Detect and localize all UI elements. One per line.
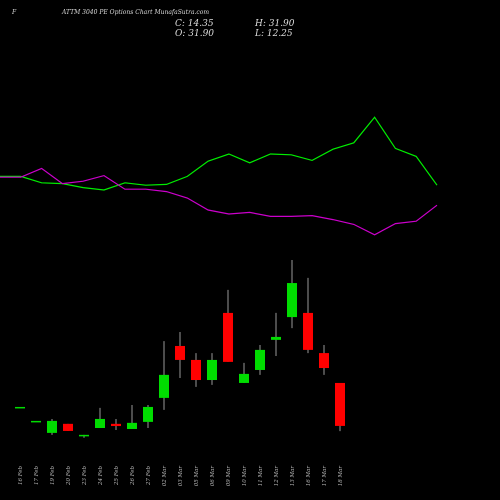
candle-body: [159, 374, 169, 398]
x-tick-label: 17 Mar: [322, 466, 328, 487]
candle-body: [143, 406, 153, 422]
candle-body: [303, 312, 313, 350]
x-tick-label: 13 Mar: [290, 466, 296, 487]
candle-body: [191, 359, 201, 381]
ohlc-close: C: 14.35: [175, 19, 214, 29]
x-tick-label: 25 Feb: [114, 466, 120, 487]
indicator-line: [0, 116, 438, 191]
x-tick-label: 06 Mar: [210, 466, 216, 487]
candle-body: [15, 406, 25, 409]
candle-body: [127, 422, 137, 429]
candle-body: [287, 283, 297, 318]
ohlc-low: L: 12.25: [254, 29, 293, 39]
x-tick-label: 26 Feb: [130, 466, 136, 487]
candle-body: [319, 353, 329, 369]
candle-body: [31, 420, 41, 423]
x-tick-label: 27 Feb: [146, 466, 152, 487]
chart-title: ATTM 3040 PE Options Chart MunafaSutra.c…: [61, 9, 209, 16]
candle-body: [335, 382, 345, 426]
ohlc-high: H: 31.90: [254, 19, 295, 29]
x-tick-label: 19 Feb: [50, 466, 56, 486]
symbol: F: [11, 9, 17, 16]
candle-body: [79, 434, 89, 437]
candle-body: [207, 359, 217, 381]
candle-body: [255, 349, 265, 370]
candle-body: [47, 420, 57, 433]
x-tick-label: 10 Mar: [242, 466, 248, 487]
candle-body: [223, 312, 233, 362]
x-tick-label: 23 Feb: [82, 466, 88, 487]
ohlc-open: O: 31.90: [175, 29, 214, 39]
x-tick-label: 16 Mar: [306, 466, 312, 487]
x-tick-label: 09 Mar: [226, 466, 232, 487]
candle-body: [95, 418, 105, 429]
indicator-line: [0, 167, 438, 236]
x-tick-label: 24 Feb: [98, 466, 104, 487]
x-tick-label: 12 Mar: [274, 466, 280, 487]
x-tick-label: 16 Feb: [18, 466, 24, 486]
candle-body: [175, 345, 185, 360]
candle-body: [271, 336, 281, 340]
x-tick-label: 20 Feb: [66, 466, 72, 487]
x-tick-label: 05 Mar: [194, 466, 200, 487]
x-tick-label: 17 Feb: [34, 466, 40, 486]
candle-body: [111, 423, 121, 427]
x-tick-label: 02 Mar: [162, 466, 168, 487]
x-tick-label: 11 Mar: [258, 466, 264, 487]
x-tick-label: 03 Mar: [178, 466, 184, 487]
candle-body: [63, 423, 73, 431]
x-tick-label: 18 Mar: [338, 466, 344, 487]
candle-body: [239, 373, 249, 383]
